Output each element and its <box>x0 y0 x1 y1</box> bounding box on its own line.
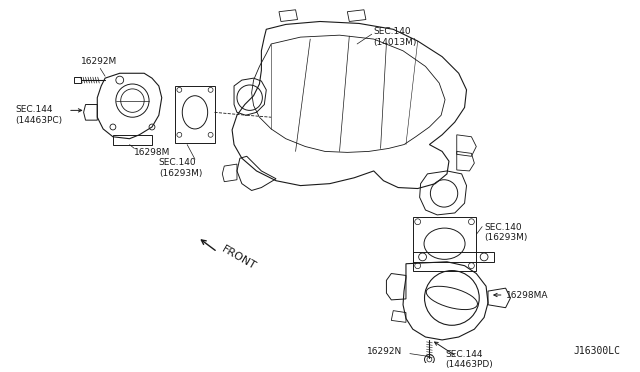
Text: 16292N: 16292N <box>367 347 402 356</box>
Text: SEC.144
(14463PC): SEC.144 (14463PC) <box>15 106 62 125</box>
Text: 16298MA: 16298MA <box>506 291 548 299</box>
Text: FRONT: FRONT <box>220 244 257 272</box>
Text: SEC.144
(14463PD): SEC.144 (14463PD) <box>445 350 493 369</box>
Bar <box>175 86 214 142</box>
Text: J16300LC: J16300LC <box>574 346 621 356</box>
Bar <box>74 77 81 83</box>
Text: 16292M: 16292M <box>81 57 117 67</box>
Bar <box>413 217 476 270</box>
Text: 16298M: 16298M <box>134 148 171 157</box>
Text: SEC.140
(16293M): SEC.140 (16293M) <box>159 158 202 178</box>
Text: SEC.140
(16293M): SEC.140 (16293M) <box>484 223 527 242</box>
Text: SEC.140
(14013M): SEC.140 (14013M) <box>374 28 417 47</box>
